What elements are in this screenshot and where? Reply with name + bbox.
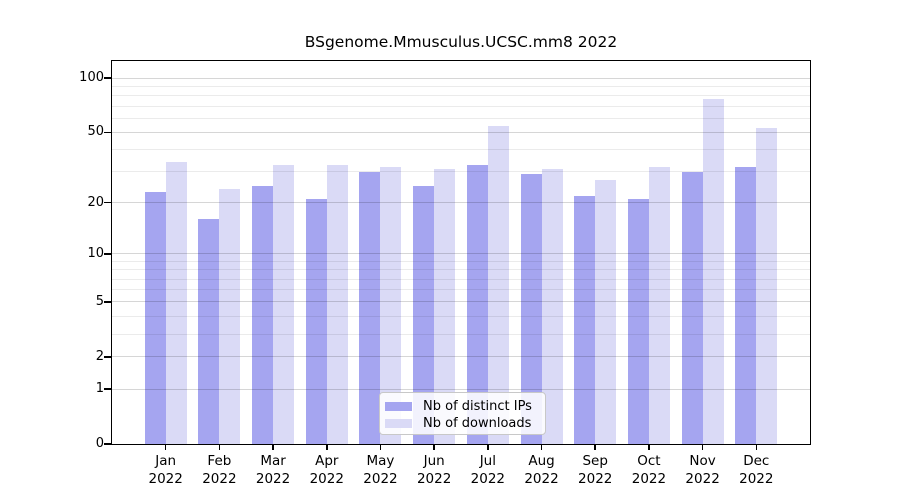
bar-downloads-apr (326, 164, 348, 444)
bar-distinct-ips-aug (520, 174, 542, 444)
y-tick-1 (104, 388, 111, 390)
y-tick-2 (104, 356, 111, 358)
x-tick-jul (487, 444, 489, 450)
major-gridline-2 (112, 356, 810, 358)
x-tick-dec (755, 444, 758, 450)
x-tick-label-feb: Feb 2022 (202, 453, 237, 487)
x-tick-may (379, 444, 382, 450)
bar-downloads-oct (648, 166, 670, 444)
bar-downloads-jul (487, 126, 509, 444)
y-tick-label-0: 0 (95, 436, 104, 451)
x-tick-label-aug: Aug 2022 (524, 453, 559, 487)
x-tick-aug (540, 444, 543, 450)
bar-distinct-ips-may (359, 171, 381, 444)
minor-gridline-40 (112, 149, 810, 151)
minor-gridline-80 (112, 95, 810, 97)
x-tick-feb (218, 444, 221, 450)
x-tick-label-sep: Sep 2022 (578, 453, 613, 487)
y-tick-10 (104, 253, 111, 255)
bar-distinct-ips-nov (681, 171, 703, 444)
bar-downloads-may (380, 166, 402, 444)
y-tick-label-50: 50 (87, 124, 104, 140)
legend-label-downloads: Nb of downloads (423, 416, 532, 431)
bar-downloads-aug (541, 169, 563, 444)
chart-title: BSgenome.Mmusculus.UCSC.mm8 2022 (304, 33, 618, 51)
legend-row-downloads: Nb of downloads (385, 415, 545, 432)
minor-gridline-4 (112, 315, 810, 317)
minor-gridline-9 (112, 261, 810, 262)
minor-gridline-90 (112, 85, 810, 87)
legend: Nb of distinct IPs Nb of downloads (379, 392, 546, 435)
plot-area (112, 61, 810, 444)
y-tick-20 (104, 201, 111, 204)
major-gridline-1 (112, 388, 810, 390)
bar-downloads-sep (595, 179, 617, 444)
y-tick-label-1: 1 (95, 381, 104, 397)
minor-gridline-7 (112, 278, 810, 280)
major-gridline-10 (112, 253, 810, 255)
minor-gridline-8 (112, 269, 810, 271)
minor-gridline-70 (112, 105, 810, 107)
x-tick-mar (272, 444, 274, 450)
y-tick-100 (104, 77, 111, 79)
legend-swatch-distinct-ips (385, 402, 412, 411)
x-tick-label-mar: Mar 2022 (255, 453, 291, 487)
y-tick-0 (104, 443, 111, 445)
bar-distinct-ips-sep (574, 195, 596, 444)
x-tick-label-jul: Jul 2022 (470, 453, 506, 487)
bar-downloads-jun (434, 169, 456, 444)
bar-distinct-ips-jul (466, 164, 488, 444)
x-tick-jan (164, 444, 167, 450)
x-tick-nov (701, 444, 704, 450)
x-tick-label-apr: Apr 2022 (309, 453, 344, 487)
x-tick-label-nov: Nov 2022 (685, 453, 720, 487)
x-tick-label-dec: Dec 2022 (739, 453, 774, 487)
x-tick-jun (433, 444, 435, 450)
y-tick-label-10: 10 (87, 245, 104, 261)
bar-downloads-feb (219, 188, 241, 444)
x-tick-label-jun: Jun 2022 (416, 453, 452, 487)
x-tick-label-may: May 2022 (363, 453, 398, 487)
minor-gridline-3 (112, 333, 810, 335)
bar-downloads-mar (273, 164, 295, 444)
x-tick-oct (648, 444, 650, 450)
major-gridline-20 (112, 202, 810, 204)
bar-distinct-ips-dec (735, 166, 757, 444)
legend-label-distinct-ips: Nb of distinct IPs (423, 399, 532, 414)
y-tick-label-20: 20 (87, 194, 104, 210)
major-gridline-50 (112, 131, 810, 133)
x-tick-label-jan: Jan 2022 (148, 453, 183, 487)
minor-gridline-6 (112, 289, 810, 291)
legend-row-distinct-ips: Nb of distinct IPs (385, 398, 545, 415)
y-tick-label-2: 2 (95, 348, 104, 364)
bar-downloads-nov (702, 98, 724, 444)
bar-distinct-ips-apr (305, 199, 327, 444)
major-gridline-100 (112, 77, 810, 79)
bar-downloads-dec (756, 127, 778, 444)
y-tick-label-5: 5 (95, 293, 104, 309)
y-tick-50 (104, 131, 111, 134)
x-tick-apr (326, 444, 328, 450)
bar-distinct-ips-jan (144, 192, 166, 444)
bar-distinct-ips-mar (252, 185, 274, 444)
major-gridline-5 (112, 301, 810, 303)
bar-downloads-jan (165, 162, 187, 444)
x-tick-sep (594, 444, 596, 450)
bar-distinct-ips-feb (198, 219, 220, 444)
minor-gridline-30 (112, 171, 810, 173)
legend-swatch-downloads (385, 419, 412, 428)
y-tick-5 (104, 301, 111, 303)
y-tick-label-100: 100 (79, 70, 104, 86)
minor-gridline-60 (112, 117, 810, 119)
bar-distinct-ips-oct (627, 199, 649, 444)
bar-distinct-ips-jun (413, 185, 435, 444)
x-tick-label-oct: Oct 2022 (631, 453, 667, 487)
